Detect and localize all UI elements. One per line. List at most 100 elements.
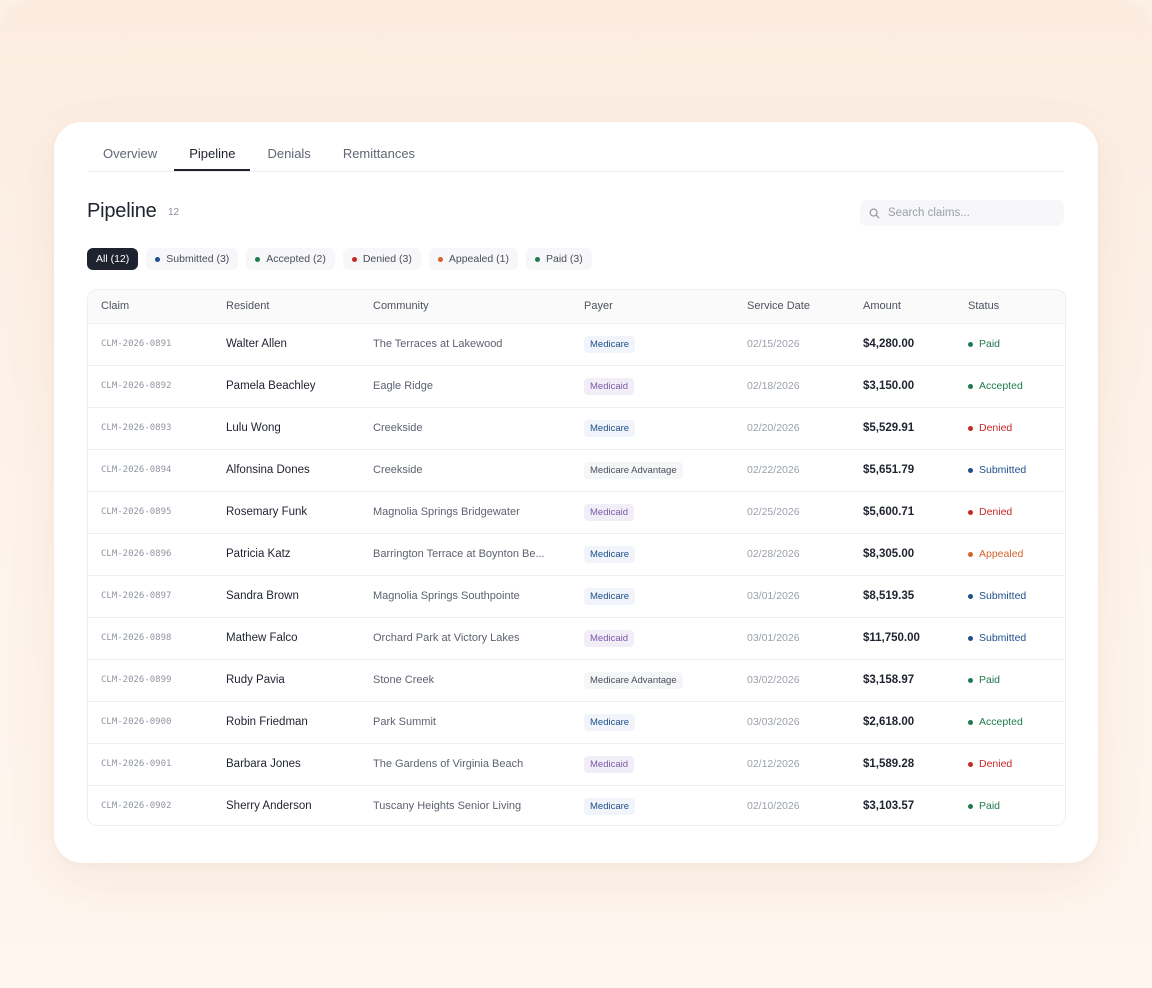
status-label: Denied (979, 758, 1013, 770)
column-header-payer[interactable]: Payer (584, 300, 613, 312)
status-dot-icon (437, 256, 443, 262)
claim-id[interactable]: CLM-2026-0897 (101, 591, 172, 601)
column-header-community[interactable]: Community (373, 300, 429, 312)
search-box[interactable] (860, 200, 1064, 226)
tab-remittances[interactable]: Remittances (342, 146, 416, 161)
service-date: 02/15/2026 (747, 338, 800, 350)
status-badge: Submitted (968, 464, 1026, 476)
filter-all[interactable]: All (12) (87, 248, 139, 270)
status-badge: Denied (968, 422, 1012, 434)
filter-appealed[interactable]: Appealed (1) (428, 248, 518, 270)
column-header-resident[interactable]: Resident (226, 300, 270, 312)
community-name: The Terraces at Lakewood (373, 338, 503, 350)
community-name: Orchard Park at Victory Lakes (373, 632, 520, 644)
tab-pipeline[interactable]: Pipeline (174, 138, 251, 171)
status-dot-icon (968, 635, 973, 641)
claim-id[interactable]: CLM-2026-0893 (101, 423, 172, 433)
status-badge: Submitted (968, 632, 1026, 644)
community-name: Barrington Terrace at Boynton Be... (373, 548, 545, 560)
tab-overview[interactable]: Overview (103, 146, 158, 161)
table-row[interactable]: CLM-2026-0902 Sherry Anderson Tuscany Heig… (88, 786, 1065, 825)
status-filters: All (12) Submitted (3) Accepted (2) Deni… (87, 248, 592, 270)
status-dot-icon (968, 509, 973, 515)
resident-name: Mathew Falco (226, 632, 298, 644)
filter-accepted[interactable]: Accepted (2) (246, 248, 335, 270)
resident-name: Sherry Anderson (226, 800, 312, 812)
claim-id[interactable]: CLM-2026-0896 (101, 549, 172, 559)
table-row[interactable]: CLM-2026-0898 Mathew Falco Orchard Park at… (88, 618, 1065, 660)
claim-amount: $3,158.97 (863, 674, 915, 686)
column-header-status[interactable]: Status (968, 300, 1000, 312)
service-date: 02/18/2026 (747, 380, 800, 392)
service-date: 03/02/2026 (747, 674, 800, 686)
payer-badge: Medicare Advantage (584, 462, 683, 479)
claim-amount: $4,280.00 (863, 338, 915, 350)
status-label: Accepted (979, 380, 1023, 392)
search-icon (869, 208, 880, 218)
claim-id[interactable]: CLM-2026-0900 (101, 717, 172, 727)
table-row[interactable]: CLM-2026-0900 Robin Friedman Park Summit Me… (88, 702, 1065, 744)
column-header-claim[interactable]: Claim (101, 300, 130, 312)
column-header-amount[interactable]: Amount (863, 300, 901, 312)
claim-id[interactable]: CLM-2026-0894 (101, 465, 172, 475)
filter-denied[interactable]: Denied (3) (342, 248, 421, 270)
community-name: Tuscany Heights Senior Living (373, 800, 522, 812)
status-dot-icon (968, 719, 973, 725)
community-name: Creekside (373, 422, 423, 434)
filter-label: Submitted (3) (166, 253, 230, 265)
status-label: Submitted (979, 590, 1027, 602)
payer-badge: Medicare (584, 336, 636, 353)
status-label: Denied (979, 422, 1013, 434)
payer-badge: Medicaid (584, 504, 635, 521)
status-label: Submitted (979, 632, 1027, 644)
filter-label: Appealed (1) (448, 253, 509, 265)
claim-id[interactable]: CLM-2026-0901 (101, 759, 172, 769)
table-row[interactable]: CLM-2026-0891 Walter Allen The Terraces at… (88, 324, 1065, 366)
filter-submitted[interactable]: Submitted (3) (146, 248, 239, 270)
table-row[interactable]: CLM-2026-0899 Rudy Pavia Stone Creek Medica… (88, 660, 1065, 702)
community-name: Stone Creek (373, 674, 435, 686)
tab-denials[interactable]: Denials (267, 146, 311, 161)
payer-badge: Medicare (584, 798, 636, 815)
table-row[interactable]: CLM-2026-0894 Alfonsina Dones Creekside Med… (88, 450, 1065, 492)
resident-name: Rosemary Funk (226, 506, 308, 518)
claim-amount: $3,150.00 (863, 380, 915, 392)
status-badge: Paid (968, 800, 1000, 812)
claim-id[interactable]: CLM-2026-0891 (101, 339, 172, 349)
resident-name: Barbara Jones (226, 758, 301, 770)
table-row[interactable]: CLM-2026-0892 Pamela Beachley Eagle Ridge M… (88, 366, 1065, 408)
claim-id[interactable]: CLM-2026-0898 (101, 633, 172, 643)
claim-id[interactable]: CLM-2026-0899 (101, 675, 172, 685)
payer-badge: Medicaid (584, 378, 635, 395)
resident-name: Robin Friedman (226, 716, 308, 728)
claim-id[interactable]: CLM-2026-0892 (101, 381, 172, 391)
payer-badge: Medicaid (584, 630, 635, 647)
status-dot-icon (968, 467, 973, 473)
status-dot-icon (968, 803, 973, 809)
claim-amount: $8,305.00 (863, 548, 915, 560)
table-row[interactable]: CLM-2026-0895 Rosemary Funk Magnolia Sprin… (88, 492, 1065, 534)
table-row[interactable]: CLM-2026-0893 Lulu Wong Creekside Medicare 0… (88, 408, 1065, 450)
claims-count: 12 (168, 207, 180, 218)
table-row[interactable]: CLM-2026-0896 Patricia Katz Barrington Ter… (88, 534, 1065, 576)
table-row[interactable]: CLM-2026-0897 Sandra Brown Magnolia Spring… (88, 576, 1065, 618)
community-name: Creekside (373, 464, 423, 476)
claim-id[interactable]: CLM-2026-0902 (101, 801, 172, 811)
page-title: Pipeline (87, 200, 157, 222)
resident-name: Sandra Brown (226, 590, 299, 602)
status-dot-icon (968, 761, 973, 767)
search-input[interactable] (886, 206, 1050, 220)
column-header-service-date[interactable]: Service Date (747, 300, 810, 312)
table-body: CLM-2026-0891 Walter Allen The Terraces at… (88, 324, 1065, 825)
claim-amount: $8,519.35 (863, 590, 915, 602)
filter-paid[interactable]: Paid (3) (525, 248, 592, 270)
claim-amount: $5,529.91 (863, 422, 915, 434)
table-row[interactable]: CLM-2026-0901 Barbara Jones The Gardens of… (88, 744, 1065, 786)
status-label: Appealed (979, 548, 1024, 560)
claim-id[interactable]: CLM-2026-0895 (101, 507, 172, 517)
status-label: Paid (979, 674, 1001, 686)
claim-amount: $5,651.79 (863, 464, 915, 476)
community-name: Magnolia Springs Southpointe (373, 590, 520, 602)
status-dot-icon (968, 593, 973, 599)
status-label: Paid (979, 800, 1001, 812)
